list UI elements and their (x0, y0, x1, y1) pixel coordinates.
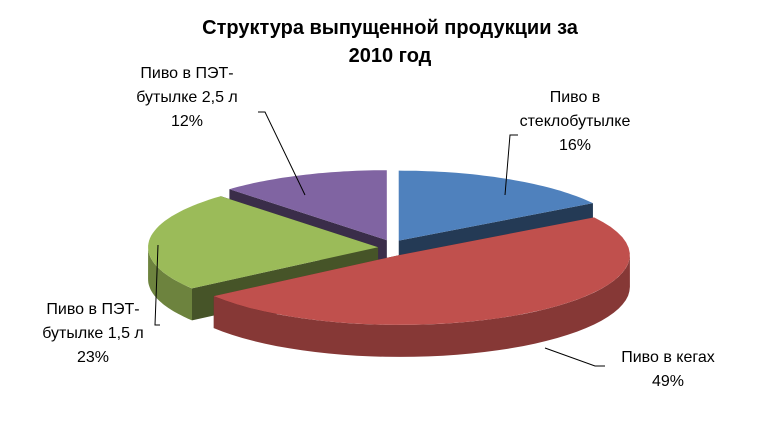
category-label: Пиво в стеклобутылке (519, 89, 631, 130)
value-label: 23% (76, 349, 110, 366)
data-label: Пиво в ПЭТ-бутылке 2,5 л 12% (112, 62, 262, 134)
pie-slice (229, 170, 387, 241)
slice-side (148, 247, 192, 321)
data-label: Пиво в кегах 49% (598, 346, 738, 394)
value-label: 16% (558, 137, 592, 154)
data-label: Пиво в стеклобутылке 16% (505, 86, 645, 158)
leader-line (154, 244, 160, 326)
pie-slice (148, 196, 379, 289)
leader-line (544, 347, 605, 367)
chart-title: Структура выпущенной продукции за 2010 г… (202, 17, 578, 67)
pie-slice (398, 170, 593, 241)
category-label: Пиво в кегах (621, 349, 715, 366)
slices (148, 170, 630, 357)
value-label: 12% (170, 113, 204, 130)
category-label: Пиво в ПЭТ-бутылке 2,5 л (136, 65, 238, 106)
leader-line (258, 111, 306, 196)
category-label: Пиво в ПЭТ-бутылке 1,5 л (42, 301, 144, 342)
pie-slice (213, 217, 630, 325)
data-label: Пиво в ПЭТ-бутылке 1,5 л 23% (18, 298, 168, 370)
slice-side (213, 254, 630, 357)
leader-lines (154, 111, 605, 367)
leader-line (504, 134, 518, 196)
value-label: 49% (651, 373, 685, 390)
